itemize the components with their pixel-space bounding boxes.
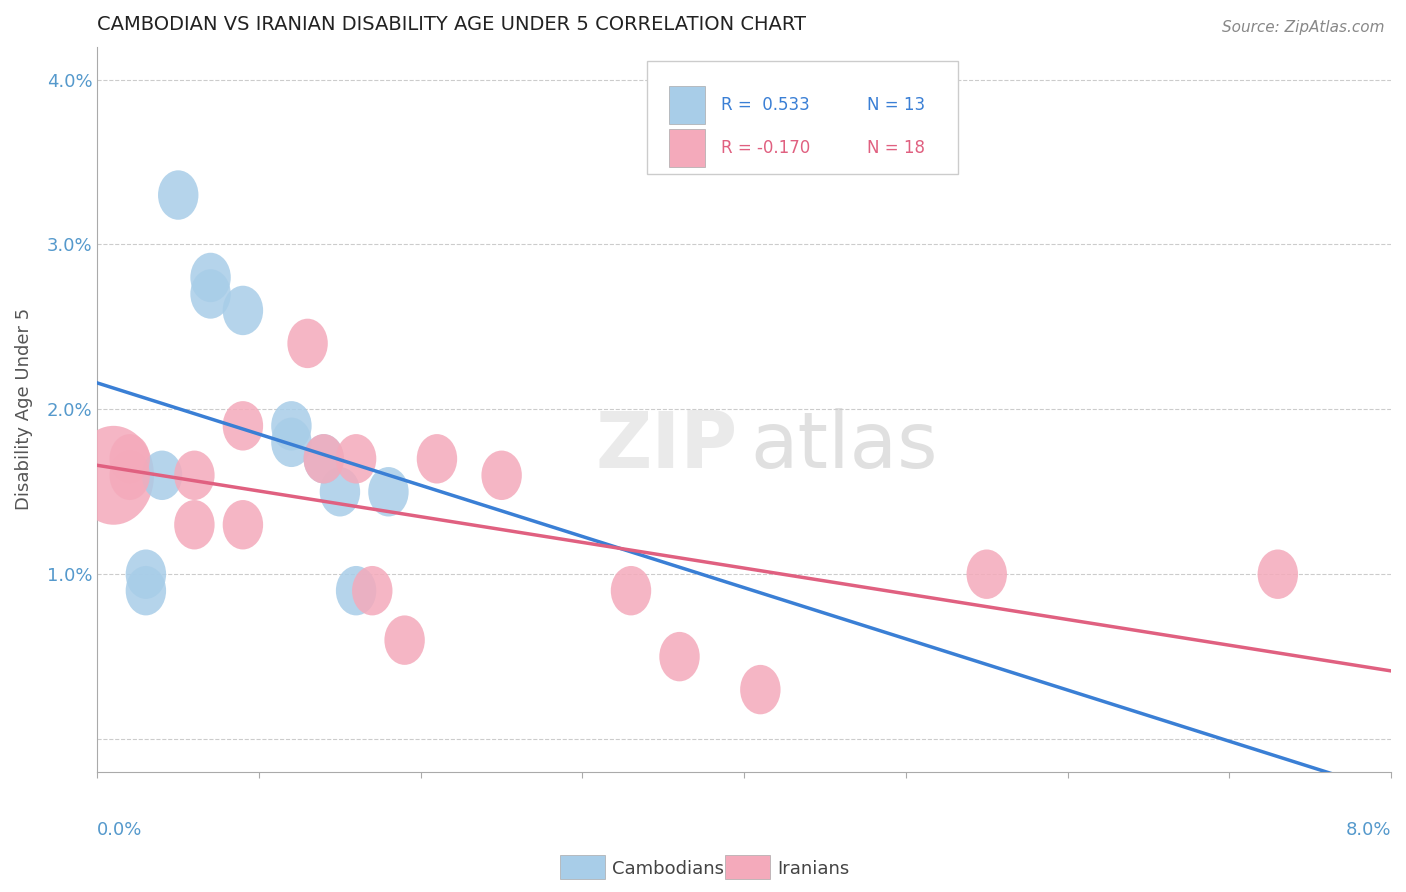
Ellipse shape	[336, 434, 377, 483]
Ellipse shape	[336, 566, 377, 615]
Ellipse shape	[271, 417, 312, 467]
Ellipse shape	[384, 615, 425, 665]
Ellipse shape	[368, 467, 409, 516]
Ellipse shape	[190, 252, 231, 302]
Ellipse shape	[287, 318, 328, 368]
Ellipse shape	[610, 566, 651, 615]
Ellipse shape	[174, 450, 215, 500]
Ellipse shape	[174, 500, 215, 549]
Ellipse shape	[352, 566, 392, 615]
Ellipse shape	[659, 632, 700, 681]
Text: N = 18: N = 18	[868, 139, 925, 157]
Ellipse shape	[142, 450, 183, 500]
Ellipse shape	[304, 434, 344, 483]
Ellipse shape	[125, 549, 166, 599]
Ellipse shape	[481, 450, 522, 500]
Ellipse shape	[222, 401, 263, 450]
Text: CAMBODIAN VS IRANIAN DISABILITY AGE UNDER 5 CORRELATION CHART: CAMBODIAN VS IRANIAN DISABILITY AGE UNDE…	[97, 15, 807, 34]
Text: R =  0.533: R = 0.533	[721, 95, 810, 113]
Ellipse shape	[73, 425, 155, 524]
Ellipse shape	[304, 434, 344, 483]
Ellipse shape	[271, 401, 312, 450]
Ellipse shape	[222, 285, 263, 335]
Text: Source: ZipAtlas.com: Source: ZipAtlas.com	[1222, 20, 1385, 35]
Text: 0.0%: 0.0%	[97, 822, 143, 839]
Ellipse shape	[110, 450, 150, 500]
Ellipse shape	[125, 566, 166, 615]
Ellipse shape	[110, 434, 150, 483]
Ellipse shape	[1257, 549, 1298, 599]
Ellipse shape	[222, 500, 263, 549]
Text: Cambodians: Cambodians	[612, 860, 724, 878]
Bar	[669, 86, 706, 124]
Bar	[669, 129, 706, 167]
Ellipse shape	[740, 665, 780, 714]
Text: R = -0.170: R = -0.170	[721, 139, 810, 157]
Text: N = 13: N = 13	[868, 95, 925, 113]
Y-axis label: Disability Age Under 5: Disability Age Under 5	[15, 309, 32, 510]
Ellipse shape	[416, 434, 457, 483]
Text: ZIP: ZIP	[596, 408, 738, 483]
Text: atlas: atlas	[751, 408, 938, 483]
Text: 8.0%: 8.0%	[1346, 822, 1391, 839]
Ellipse shape	[157, 170, 198, 219]
Ellipse shape	[319, 467, 360, 516]
Text: Iranians: Iranians	[778, 860, 849, 878]
FancyBboxPatch shape	[647, 62, 957, 174]
Ellipse shape	[190, 269, 231, 318]
Ellipse shape	[966, 549, 1007, 599]
